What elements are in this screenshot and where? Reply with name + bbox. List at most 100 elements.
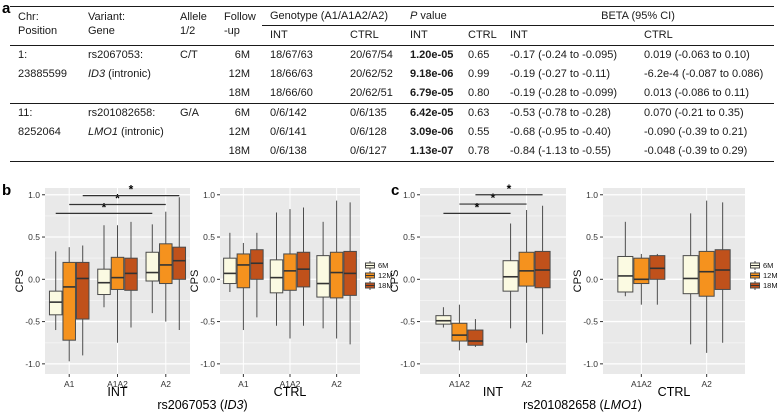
cell-followup: 6M — [234, 107, 250, 119]
cell-chr: 1: — [18, 49, 28, 61]
cell-followup: 12M — [228, 126, 250, 138]
header-genotype-int: INT — [270, 29, 288, 41]
svg-text:CPS: CPS — [389, 270, 401, 293]
cell-beta-ctrl: -0.048 (-0.39 to 0.29) — [644, 145, 748, 157]
svg-text:CPS: CPS — [572, 270, 584, 293]
box-A1-12M — [236, 253, 251, 289]
cell-pvalue-ctrl: 0.63 — [468, 107, 490, 119]
cell-genotype-ctrl: 20/62/52 — [350, 68, 393, 80]
cell-pvalue-ctrl: 0.55 — [468, 126, 490, 138]
box-A1A2-12M — [283, 253, 297, 291]
svg-text:1.0: 1.0 — [586, 190, 598, 200]
cell-beta-ctrl: -0.090 (-0.39 to 0.21) — [644, 126, 748, 138]
svg-text:-0.5: -0.5 — [583, 317, 598, 327]
cell-chr — [10, 84, 80, 103]
svg-text:0.0: 0.0 — [28, 274, 40, 284]
legend-item-12M: 12M — [749, 271, 778, 280]
legend-boxplot-icon — [365, 261, 375, 270]
svg-text:-0.5: -0.5 — [400, 317, 415, 327]
cell-allele — [172, 65, 216, 84]
legend-label: 6M — [763, 261, 774, 270]
svg-text:A1A2: A1A2 — [280, 379, 301, 389]
svg-text:-1.0: -1.0 — [25, 359, 40, 369]
cell-beta-ctrl: -6.2e-4 (-0.087 to 0.086) — [644, 68, 764, 80]
cell-beta-int: -0.17 (-0.24 to -0.095) — [510, 49, 618, 61]
box-A2-12M — [159, 243, 173, 285]
box-A1A2-12M — [110, 256, 125, 290]
svg-text:-0.5: -0.5 — [25, 317, 40, 327]
box-A2-6M — [502, 260, 519, 292]
table-row: 8252064 LMO1 (intronic) 12M 0/6/141 0/6/… — [10, 123, 774, 142]
cell-chr: 8252064 — [18, 126, 61, 138]
cell-beta-ctrl: 0.070 (-0.21 to 0.35) — [644, 107, 744, 119]
svg-text:A1: A1 — [64, 379, 75, 389]
header-variant-gene: Variant: Gene — [88, 11, 126, 37]
cell-genotype-ctrl: 0/6/128 — [350, 126, 387, 138]
legend-item-6M: 6M — [364, 261, 393, 270]
header-chr-position: Chr: Position — [18, 11, 58, 37]
cell-beta-int: -0.84 (-1.13 to -0.55) — [510, 145, 611, 157]
cell-allele — [172, 84, 216, 103]
legend-item-12M: 12M — [364, 271, 393, 280]
cell-pvalue-int: 3.09e-06 — [410, 126, 454, 138]
cell-beta-int: -0.19 (-0.27 to -0.11) — [510, 68, 611, 80]
cell-beta-ctrl: 0.019 (-0.063 to 0.10) — [644, 49, 750, 61]
legend-boxplot-icon — [750, 271, 760, 280]
svg-text:*: * — [102, 200, 107, 214]
box-A2-6M — [316, 255, 330, 298]
cell-genotype-ctrl: 20/67/54 — [350, 49, 393, 61]
header-groups: Genotype (A1/A1A2/A2) P value BETA (95% … — [262, 10, 774, 42]
cell-beta-int: -0.53 (-0.78 to -0.28) — [510, 107, 611, 119]
table-row: 18M 0/6/138 0/6/127 1.13e-07 0.78 -0.84 … — [10, 142, 774, 161]
cell-followup: 12M — [228, 68, 250, 80]
header-pvalue-group: P value — [410, 10, 447, 22]
association-table: Chr: Position Variant: Gene Allele 1/2 Foll… — [10, 6, 774, 162]
header-followup: Follow -up — [224, 11, 256, 37]
svg-text:INT: INT — [483, 385, 504, 399]
boxplot-b-int: A1 A1A2 A2 * * * -1.0 -0.5 0.0 0.5 1.0 CPS INT — [14, 183, 192, 405]
cell-allele — [172, 142, 216, 161]
legend-c: 6M 12M 18M — [749, 261, 778, 290]
box-A2-12M — [698, 250, 715, 297]
svg-text:*: * — [115, 191, 120, 205]
box-A2-6M — [682, 255, 699, 295]
cell-chr — [10, 142, 80, 161]
cell-chr: 23885599 — [18, 68, 67, 80]
svg-text:A1: A1 — [238, 379, 249, 389]
box-A1A2-12M — [633, 257, 650, 285]
table-row: 18M 18/66/60 20/62/51 6.79e-05 0.80 -0.1… — [10, 84, 774, 103]
table-row: 11: rs201082658: G/A 6M 0/6/142 0/6/135 … — [10, 103, 774, 123]
svg-text:A1A2: A1A2 — [107, 379, 128, 389]
cell-pvalue-ctrl: 0.99 — [468, 68, 490, 80]
svg-text:*: * — [491, 191, 496, 205]
header-pvalue-int: INT — [410, 29, 428, 41]
cell-variant: LMO1 (intronic) — [88, 126, 164, 138]
box-A1A2-18M — [124, 257, 138, 291]
table-row: 1: rs2067053: C/T 6M 18/67/63 20/67/54 1… — [10, 46, 774, 65]
table-header: Chr: Position Variant: Gene Allele 1/2 Foll… — [10, 6, 774, 46]
legend-boxplot-icon — [365, 271, 375, 280]
box-A1A2-18M — [467, 329, 484, 346]
cell-pvalue-int: 6.79e-05 — [410, 87, 454, 99]
table-row: 23885599 ID3 (intronic) 12M 18/66/63 20/… — [10, 65, 774, 84]
cell-pvalue-ctrl: 0.80 — [468, 87, 490, 99]
svg-text:-1.0: -1.0 — [200, 359, 215, 369]
box-A1-6M — [48, 290, 63, 316]
box-A2-6M — [145, 251, 160, 282]
svg-text:0.0: 0.0 — [403, 274, 415, 284]
boxplot-c-ctrl: A1A2 A2 -1.0 -0.5 0.0 0.5 1.0 CPS CTRL — [572, 184, 747, 405]
svg-text:A2: A2 — [521, 379, 532, 389]
svg-text:A1A2: A1A2 — [631, 379, 652, 389]
box-A2-12M — [518, 251, 535, 287]
box-A1-12M — [62, 261, 76, 341]
svg-text:0.0: 0.0 — [586, 274, 598, 284]
cell-chr: 11: — [18, 107, 33, 119]
svg-text:CTRL: CTRL — [658, 385, 691, 399]
cell-variant — [80, 84, 172, 103]
header-beta-int: INT — [510, 29, 528, 41]
box-A1A2-12M — [451, 322, 468, 342]
svg-text:*: * — [507, 184, 512, 196]
cell-variant: rs2067053: — [88, 49, 144, 61]
box-A1-18M — [250, 249, 264, 280]
